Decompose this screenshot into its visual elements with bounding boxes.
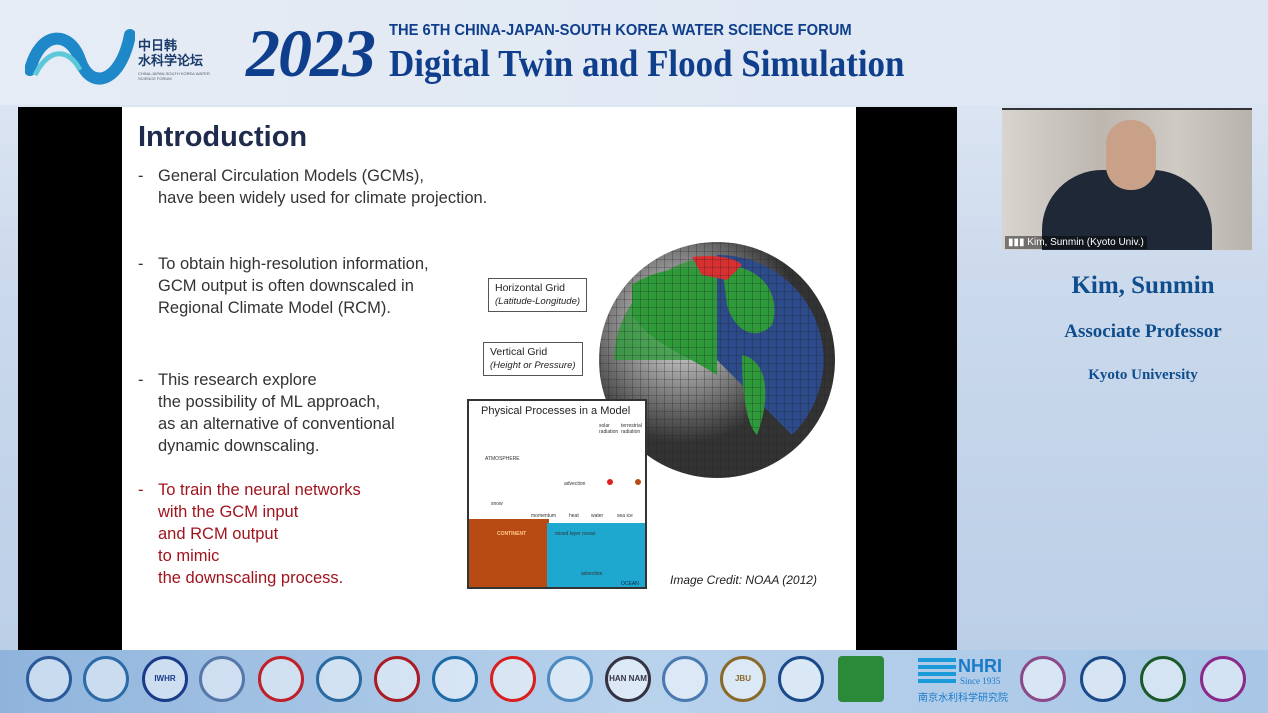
bullet-line: Regional Climate Model (RCM). <box>158 299 391 317</box>
university-logo: IWHR <box>142 656 188 702</box>
label: OCEAN <box>621 581 639 587</box>
speaker-video[interactable]: ▮▮▮ Kim, Sunmin (Kyoto Univ.) <box>1002 108 1252 250</box>
university-logo <box>1020 656 1066 702</box>
university-logo <box>26 656 72 702</box>
bullet-dash: - <box>138 167 144 185</box>
university-logo <box>547 656 593 702</box>
speaker-affiliation: Kyoto University <box>1088 367 1198 383</box>
slide: Introduction - General Circulation Models… <box>122 107 856 650</box>
image-credit: Image Credit: NOAA (2012) <box>670 573 817 587</box>
label: mixed layer ocean <box>555 531 596 537</box>
bullet-line: General Circulation Models (GCMs), <box>158 167 424 185</box>
bullet-line: have been widely used for climate projec… <box>158 189 488 207</box>
callout-sub: (Height or Pressure) <box>490 360 576 371</box>
bullet-line: and RCM output <box>158 525 279 543</box>
label: advection <box>581 571 603 577</box>
university-logo <box>258 656 304 702</box>
bullet-dash: - <box>138 371 144 389</box>
bullet-line: as an alternative of conventional <box>158 415 395 433</box>
bullet-line: To train the neural networks <box>158 481 361 499</box>
year: 2023 <box>246 15 376 91</box>
label: snow <box>491 501 503 507</box>
participant-name-tag: ▮▮▮ Kim, Sunmin (Kyoto Univ.) <box>1005 236 1147 249</box>
callout-title: Horizontal Grid <box>495 282 566 294</box>
university-logo <box>778 656 824 702</box>
university-logo: HAN NAM <box>605 656 651 702</box>
nhri-cn: 南京水利科学研究院 <box>918 693 1008 704</box>
label: momentum <box>531 513 557 519</box>
forum-name: THE 6TH CHINA-JAPAN-SOUTH KOREA WATER SC… <box>389 22 852 39</box>
university-logo: JBU <box>720 656 766 702</box>
university-logo <box>490 656 536 702</box>
horizontal-grid-callout: Horizontal Grid (Latitude-Longitude) <box>488 278 588 312</box>
university-logo <box>662 656 708 702</box>
bullet-item: - This research explore the possibility of… <box>138 369 395 457</box>
university-logo <box>1080 656 1126 702</box>
callout-sub: (Latitude-Longitude) <box>495 296 581 307</box>
slide-title: Introduction <box>138 121 308 153</box>
shared-screen: Introduction - General Circulation Models… <box>18 107 957 650</box>
bullet-line: To obtain high-resolution information, <box>158 255 429 273</box>
university-logo <box>432 656 478 702</box>
label: water <box>591 513 604 519</box>
bullet-dash: - <box>138 255 144 273</box>
logo-cn-1: 中日韩 <box>138 39 178 54</box>
university-logo <box>83 656 129 702</box>
university-logo <box>374 656 420 702</box>
sponsor-logos: NHRI Since 1935 南京水利科学研究院 IWHR HAN NAM JBU <box>0 650 1268 713</box>
logo-cn-2: 水科学论坛 <box>138 54 204 69</box>
physical-processes-diagram: Physical Processes in a Model ATMOSPHERE… <box>467 399 647 589</box>
bullet-line: to mimic <box>158 547 220 565</box>
label: ATMOSPHERE <box>485 456 520 462</box>
label: advection <box>564 481 586 487</box>
bullet-item: - General Circulation Models (GCMs), have … <box>138 165 487 209</box>
university-logo <box>1200 656 1246 702</box>
university-logo <box>1140 656 1186 702</box>
event-title: Digital Twin and Flood Simulation <box>389 43 905 85</box>
label: solar radiation <box>599 423 619 435</box>
label: sea ice <box>617 513 633 519</box>
label: terrestrial radiation <box>621 423 642 435</box>
callout-title: Vertical Grid <box>490 346 548 358</box>
university-logo <box>838 656 884 702</box>
bullet-line: the possibility of ML approach, <box>158 393 381 411</box>
label: heat <box>569 513 579 519</box>
diagram-title: Physical Processes in a Model <box>481 405 631 417</box>
logo-en: CHINA-JAPAN-SOUTH KOREA WATER SCIENCE FO… <box>138 71 210 81</box>
speaker-position: Associate Professor <box>1064 321 1222 342</box>
header: 中日韩 水科学论坛 CHINA-JAPAN-SOUTH KOREA WATER S… <box>0 0 1268 105</box>
vertical-grid-callout: Vertical Grid (Height or Pressure) <box>483 342 583 376</box>
bullet-dash: - <box>138 481 144 499</box>
globe-grid-image <box>599 242 835 478</box>
bullet-item: - To train the neural networks with the GC… <box>138 479 361 589</box>
bullet-line: dynamic downscaling. <box>158 437 320 455</box>
bullet-line: the downscaling process. <box>158 569 344 587</box>
signal-icon: ▮▮▮ <box>1008 237 1028 248</box>
speaker-name: Kim, Sunmin <box>1071 272 1215 299</box>
nhri-logo: NHRI Since 1935 南京水利科学研究院 <box>918 656 1008 704</box>
bullet-line: This research explore <box>158 371 317 389</box>
university-logo <box>199 656 245 702</box>
wave-logo-icon <box>24 29 136 85</box>
bullet-line: with the GCM input <box>158 503 299 521</box>
participant-name: Kim, Sunmin (Kyoto Univ.) <box>1027 237 1144 248</box>
forum-logo: 中日韩 水科学论坛 CHINA-JAPAN-SOUTH KOREA WATER S… <box>24 25 225 95</box>
nhri-since: Since 1935 <box>960 676 1001 686</box>
bullet-line: GCM output is often downscaled in <box>158 277 414 295</box>
nhri-name: NHRI <box>958 656 1002 676</box>
label: CONTINENT <box>497 531 527 537</box>
university-logo <box>316 656 362 702</box>
bullet-item: - To obtain high-resolution information, G… <box>138 253 429 319</box>
